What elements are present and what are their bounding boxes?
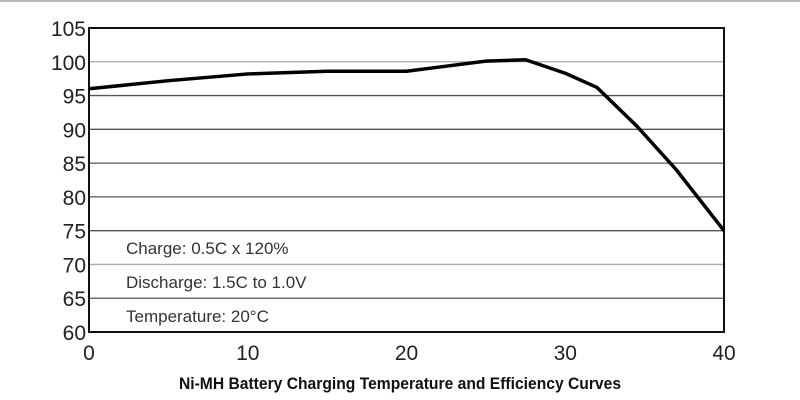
- y-tick-label: 65: [63, 288, 86, 311]
- annotation-discharge: Discharge: 1.5C to 1.0V: [126, 273, 307, 292]
- y-tick-label: 70: [63, 254, 86, 277]
- annotation-charge: Charge: 0.5C x 120%: [126, 239, 289, 258]
- x-tick-label: 30: [554, 342, 577, 365]
- chart-title: Ni-MH Battery Charging Temperature and E…: [178, 374, 622, 393]
- plot-frame: [88, 27, 725, 333]
- y-tick-label: 95: [63, 86, 86, 109]
- y-tick-label: 105: [51, 18, 86, 41]
- y-tick-label: 100: [51, 52, 86, 75]
- x-tick-label: 10: [236, 342, 259, 365]
- y-tick-label: 60: [63, 322, 86, 345]
- y-tick-label: 75: [63, 221, 86, 244]
- x-tick-label: 0: [83, 342, 95, 365]
- y-tick-label: 80: [63, 187, 86, 210]
- y-tick-label: 85: [63, 153, 86, 176]
- top-border: [0, 0, 800, 2]
- y-tick-label: 90: [63, 119, 86, 142]
- annotation-temperature: Temperature: 20°C: [126, 307, 269, 326]
- x-tick-label: 40: [712, 342, 735, 365]
- x-tick-label: 20: [395, 342, 418, 365]
- series-line-efficiency: [88, 58, 726, 232]
